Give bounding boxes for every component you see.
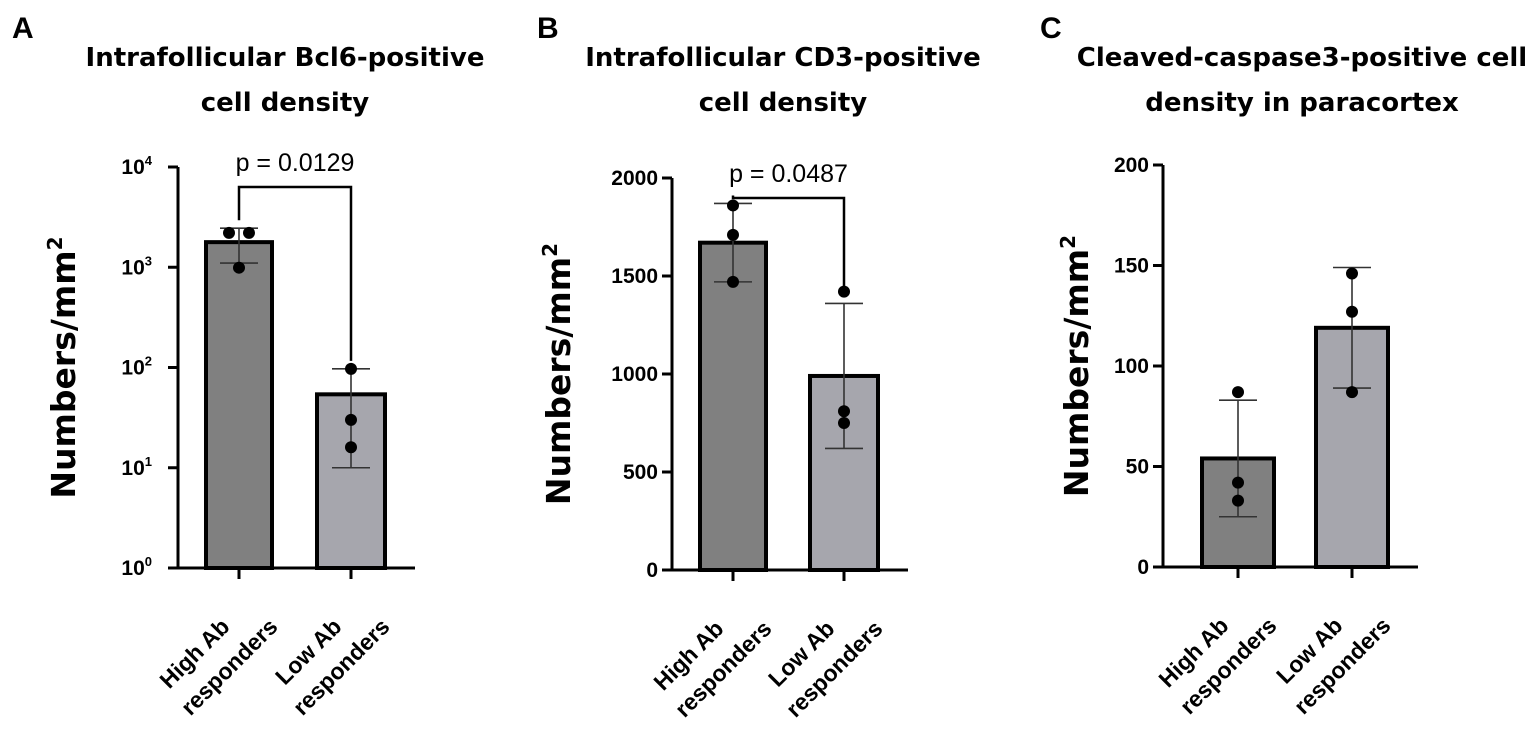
significance-bracket [731,195,846,296]
y-tick-base: 10 [121,557,144,580]
y-tick-label: 103 [121,253,152,279]
y-tick-label: 1500 [611,265,658,288]
chart-title-line: cell density [699,88,867,118]
chart-title-line: Intrafollicular Bcl6-positive [86,43,485,73]
p-value-label: p = 0.0129 [236,149,355,177]
data-point [838,417,850,429]
data-point [1346,305,1358,318]
data-point [727,275,739,288]
y-tick-base: 10 [121,256,144,279]
y-axis-label-text: Numbers/mm [539,257,578,505]
y-tick-base: 10 [121,457,144,480]
data-point [1346,267,1358,280]
y-tick-exponent: 3 [145,253,152,268]
bar-high-ab [698,240,768,572]
y-tick-base: 10 [121,357,144,380]
data-point [727,228,739,241]
chart-title-line: Intrafollicular CD3-positive [585,43,980,73]
data-point [1232,476,1244,489]
data-point [838,405,850,418]
y-axis-label: Numbers/mm2 [538,243,578,505]
y-tick-exponent: 2 [145,354,152,369]
significance-bracket [237,185,353,361]
y-axis-label: Numbers/mm2 [43,236,83,498]
data-point [1346,386,1358,399]
y-axis-label-text: Numbers/mm [44,250,83,498]
data-point [223,226,235,239]
y-tick-label: 1000 [611,363,658,386]
y-tick-label: 0 [646,559,658,582]
y-axis-label-superscript: 2 [43,236,67,250]
y-tick-label: 104 [121,153,152,179]
data-point [345,362,357,375]
y-tick-exponent: 4 [145,153,153,168]
y-tick-label: 2000 [611,167,658,190]
y-tick-label: 500 [623,461,658,484]
y-tick-base: 10 [121,156,144,179]
y-tick-label: 50 [1126,456,1149,479]
data-point [727,199,739,212]
y-tick-exponent: 1 [145,454,152,469]
chart-title-line: cell density [201,88,369,118]
data-point [233,261,245,274]
y-tick-label: 150 [1114,255,1149,278]
y-tick-label: 100 [121,554,152,580]
panel-letter: B [537,12,559,45]
data-point [345,413,357,426]
panel-letter: A [12,12,34,45]
y-tick-label: 102 [121,354,152,380]
y-tick-label: 100 [1114,355,1149,378]
bar-high-ab [204,240,274,571]
chart-title-line: density in paracortex [1145,88,1459,118]
y-axis-label-superscript: 2 [538,243,562,257]
p-value-label: p = 0.0487 [729,160,848,188]
y-tick-label: 101 [121,454,152,480]
panel-letter: C [1040,12,1062,45]
chart-title-line: Cleaved-caspase3-positive cell [1077,43,1527,73]
y-axis-label-text: Numbers/mm [1057,249,1096,497]
data-point [345,441,357,454]
panel-a: A Intrafollicular Bcl6-positive cell densi… [12,12,484,720]
y-tick-exponent: 0 [145,554,152,569]
data-point [1232,386,1244,399]
y-axis-label: Numbers/mm2 [1056,235,1096,497]
data-point [1232,494,1244,507]
y-tick-label: 200 [1114,154,1149,177]
panel-b: B Intrafollicular CD3-positive cell densit… [537,12,981,722]
y-tick-label: 0 [1137,556,1149,579]
data-point [243,226,255,239]
y-axis-label-superscript: 2 [1056,235,1080,249]
panel-c: C Cleaved-caspase3-positive cell density i… [1040,12,1527,719]
